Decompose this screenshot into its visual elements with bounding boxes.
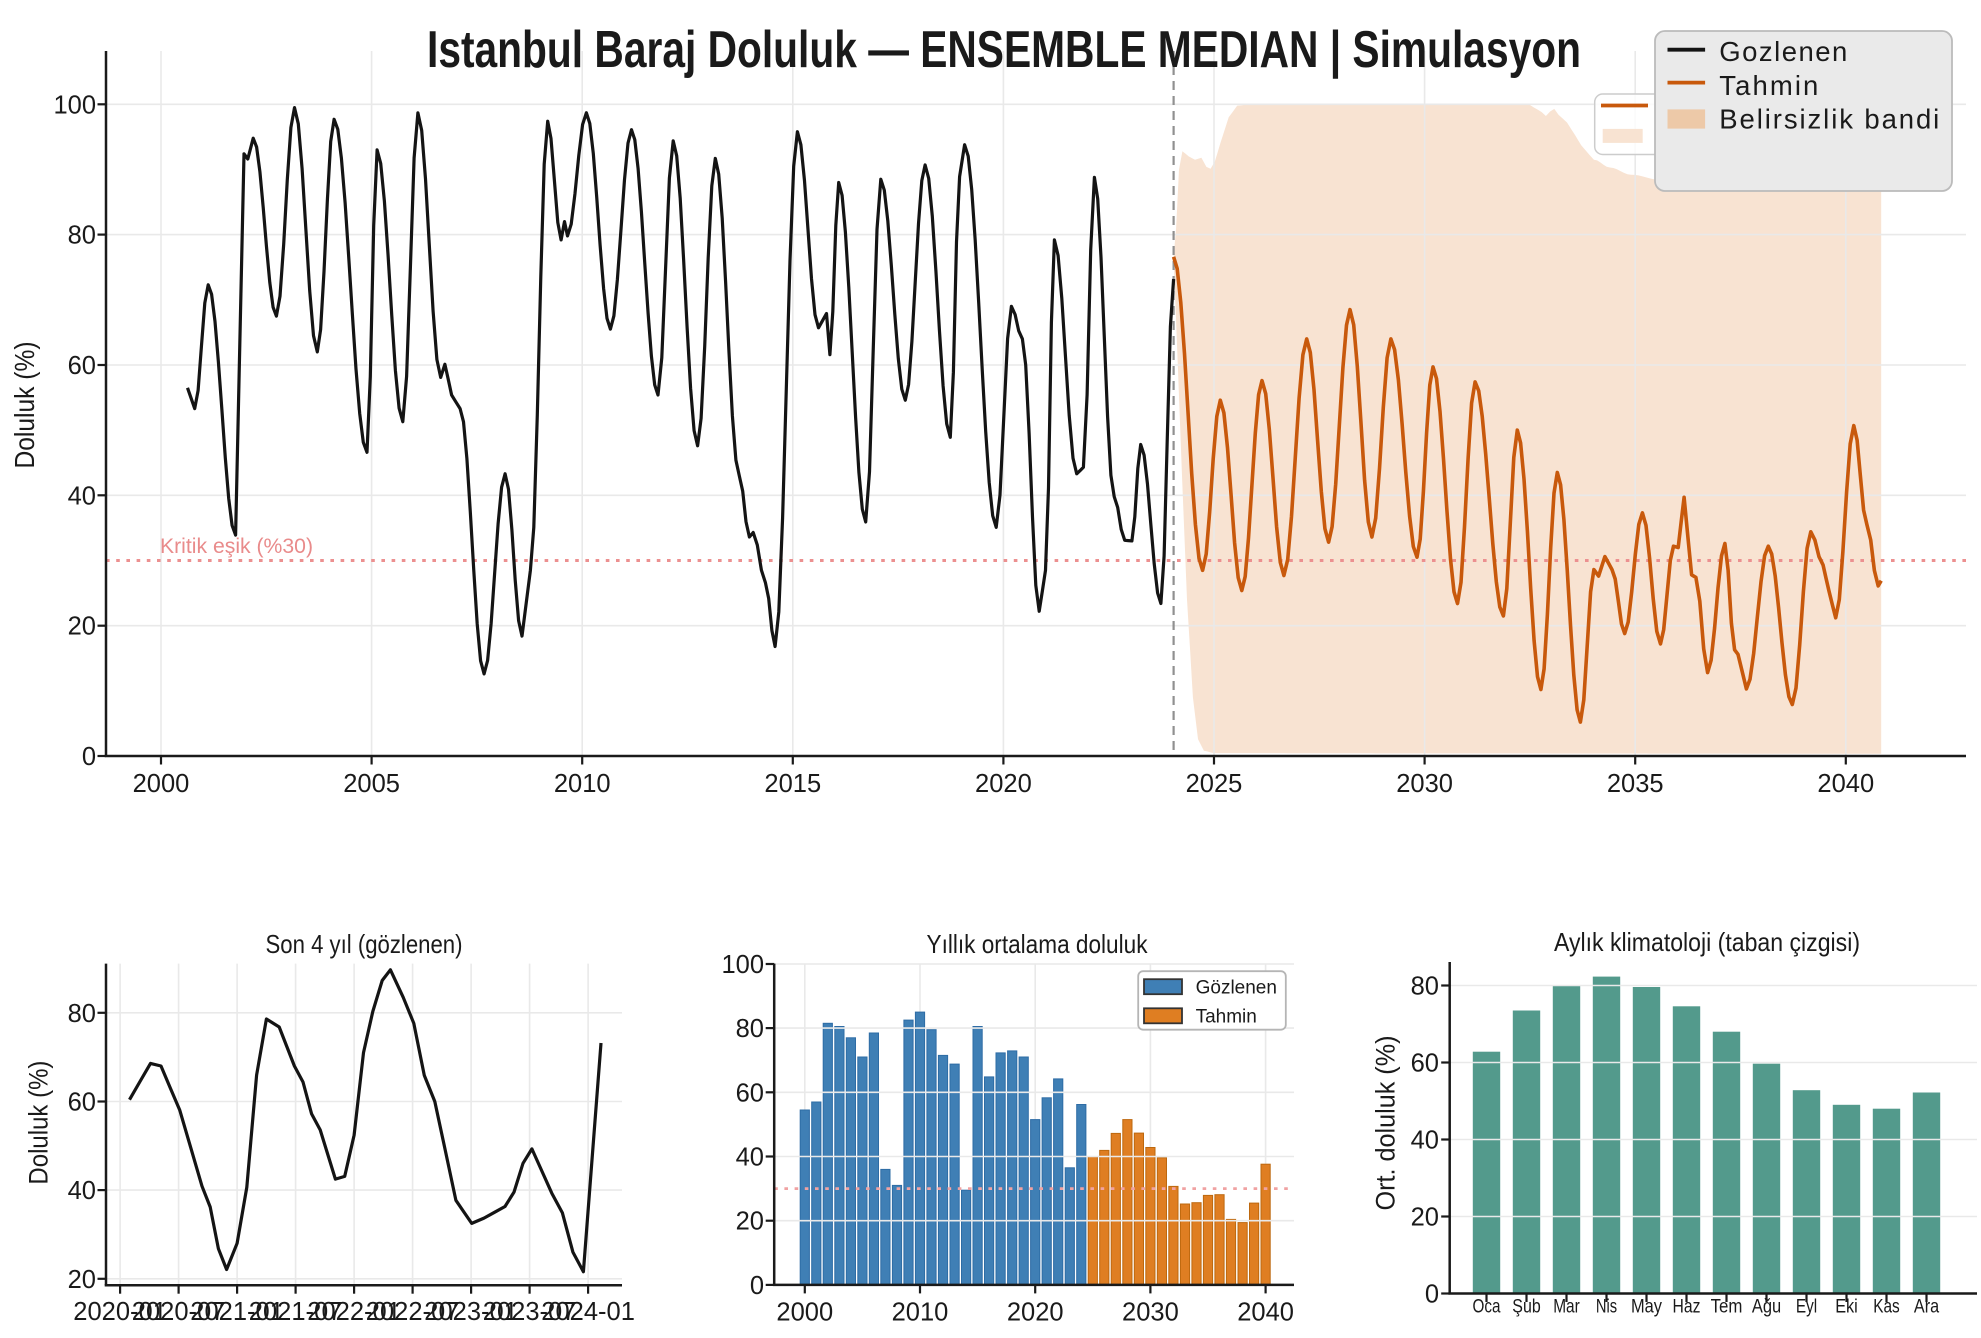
svg-text:2010: 2010 [892, 1299, 949, 1327]
svg-text:Mar: Mar [1553, 1297, 1580, 1318]
svg-text:100: 100 [721, 951, 764, 979]
svg-text:60: 60 [68, 352, 96, 380]
svg-text:Kas: Kas [1873, 1297, 1900, 1318]
svg-text:Eki: Eki [1835, 1297, 1858, 1318]
svg-text:2030: 2030 [1396, 770, 1453, 798]
svg-text:40: 40 [736, 1144, 764, 1172]
svg-text:Oca: Oca [1473, 1297, 1501, 1318]
svg-text:Aylık klimatoloji (taban çizgi: Aylık klimatoloji (taban çizgisi) [1554, 927, 1860, 957]
svg-text:100: 100 [53, 91, 96, 119]
svg-text:60: 60 [736, 1079, 764, 1107]
svg-text:0: 0 [1425, 1281, 1439, 1309]
svg-text:Gozlenen: Gozlenen [1719, 36, 1847, 67]
svg-text:60: 60 [1411, 1050, 1439, 1078]
svg-text:Kritik eşik (%30): Kritik eşik (%30) [160, 535, 313, 558]
svg-text:2022-01: 2022-01 [307, 1298, 401, 1326]
svg-text:Son 4 yıl (gözlenen): Son 4 yıl (gözlenen) [266, 929, 463, 959]
svg-text:80: 80 [1411, 973, 1439, 1001]
svg-text:20: 20 [68, 1266, 96, 1294]
svg-text:80: 80 [68, 222, 96, 250]
svg-text:Nis: Nis [1596, 1297, 1617, 1318]
svg-text:2020: 2020 [975, 770, 1032, 798]
svg-text:2021-01: 2021-01 [190, 1298, 284, 1326]
svg-text:20: 20 [736, 1208, 764, 1236]
svg-text:0: 0 [82, 743, 96, 771]
svg-text:Yıllık ortalama doluluk: Yıllık ortalama doluluk [927, 929, 1149, 959]
svg-text:Gözlenen: Gözlenen [1196, 977, 1277, 998]
svg-text:2005: 2005 [343, 770, 400, 798]
svg-text:2035: 2035 [1607, 770, 1664, 798]
svg-text:80: 80 [736, 1015, 764, 1043]
svg-text:2025: 2025 [1186, 770, 1243, 798]
svg-text:2040: 2040 [1237, 1299, 1294, 1327]
svg-text:Ağu: Ağu [1752, 1297, 1781, 1318]
svg-text:Eyl: Eyl [1796, 1297, 1817, 1318]
svg-text:40: 40 [68, 1177, 96, 1205]
svg-text:Tahmin: Tahmin [1196, 1007, 1257, 1028]
svg-text:2020: 2020 [1007, 1299, 1064, 1327]
svg-text:0: 0 [750, 1272, 764, 1300]
svg-text:2024-01: 2024-01 [541, 1298, 635, 1326]
svg-text:2023-07: 2023-07 [483, 1298, 577, 1326]
svg-text:2020-01: 2020-01 [73, 1298, 167, 1326]
svg-text:Ort. doluluk (%): Ort. doluluk (%) [1371, 1036, 1401, 1211]
svg-text:2022-07: 2022-07 [366, 1298, 460, 1326]
svg-text:2020-07: 2020-07 [132, 1298, 226, 1326]
svg-text:Ara: Ara [1914, 1297, 1940, 1318]
svg-text:Doluluk (%): Doluluk (%) [24, 1061, 54, 1185]
svg-text:2000: 2000 [776, 1299, 833, 1327]
svg-text:2015: 2015 [764, 770, 821, 798]
svg-text:80: 80 [68, 1000, 96, 1028]
svg-text:2030: 2030 [1122, 1299, 1179, 1327]
svg-text:Istanbul Baraj Doluluk — ENSEM: Istanbul Baraj Doluluk — ENSEMBLE MEDIAN… [427, 21, 1581, 79]
svg-text:2040: 2040 [1817, 770, 1874, 798]
svg-text:60: 60 [68, 1089, 96, 1117]
svg-text:Şub: Şub [1512, 1297, 1540, 1318]
svg-text:Doluluk (%): Doluluk (%) [9, 342, 40, 469]
svg-text:40: 40 [1411, 1127, 1439, 1155]
svg-text:Tem: Tem [1711, 1297, 1743, 1318]
svg-text:20: 20 [1411, 1204, 1439, 1232]
svg-text:40: 40 [68, 482, 96, 510]
svg-text:20: 20 [68, 613, 96, 641]
svg-text:Haz: Haz [1673, 1297, 1701, 1318]
svg-text:2010: 2010 [554, 770, 611, 798]
svg-text:2023-01: 2023-01 [424, 1298, 518, 1326]
svg-text:2021-07: 2021-07 [249, 1298, 343, 1326]
svg-text:May: May [1631, 1297, 1662, 1318]
svg-text:2000: 2000 [133, 770, 190, 798]
